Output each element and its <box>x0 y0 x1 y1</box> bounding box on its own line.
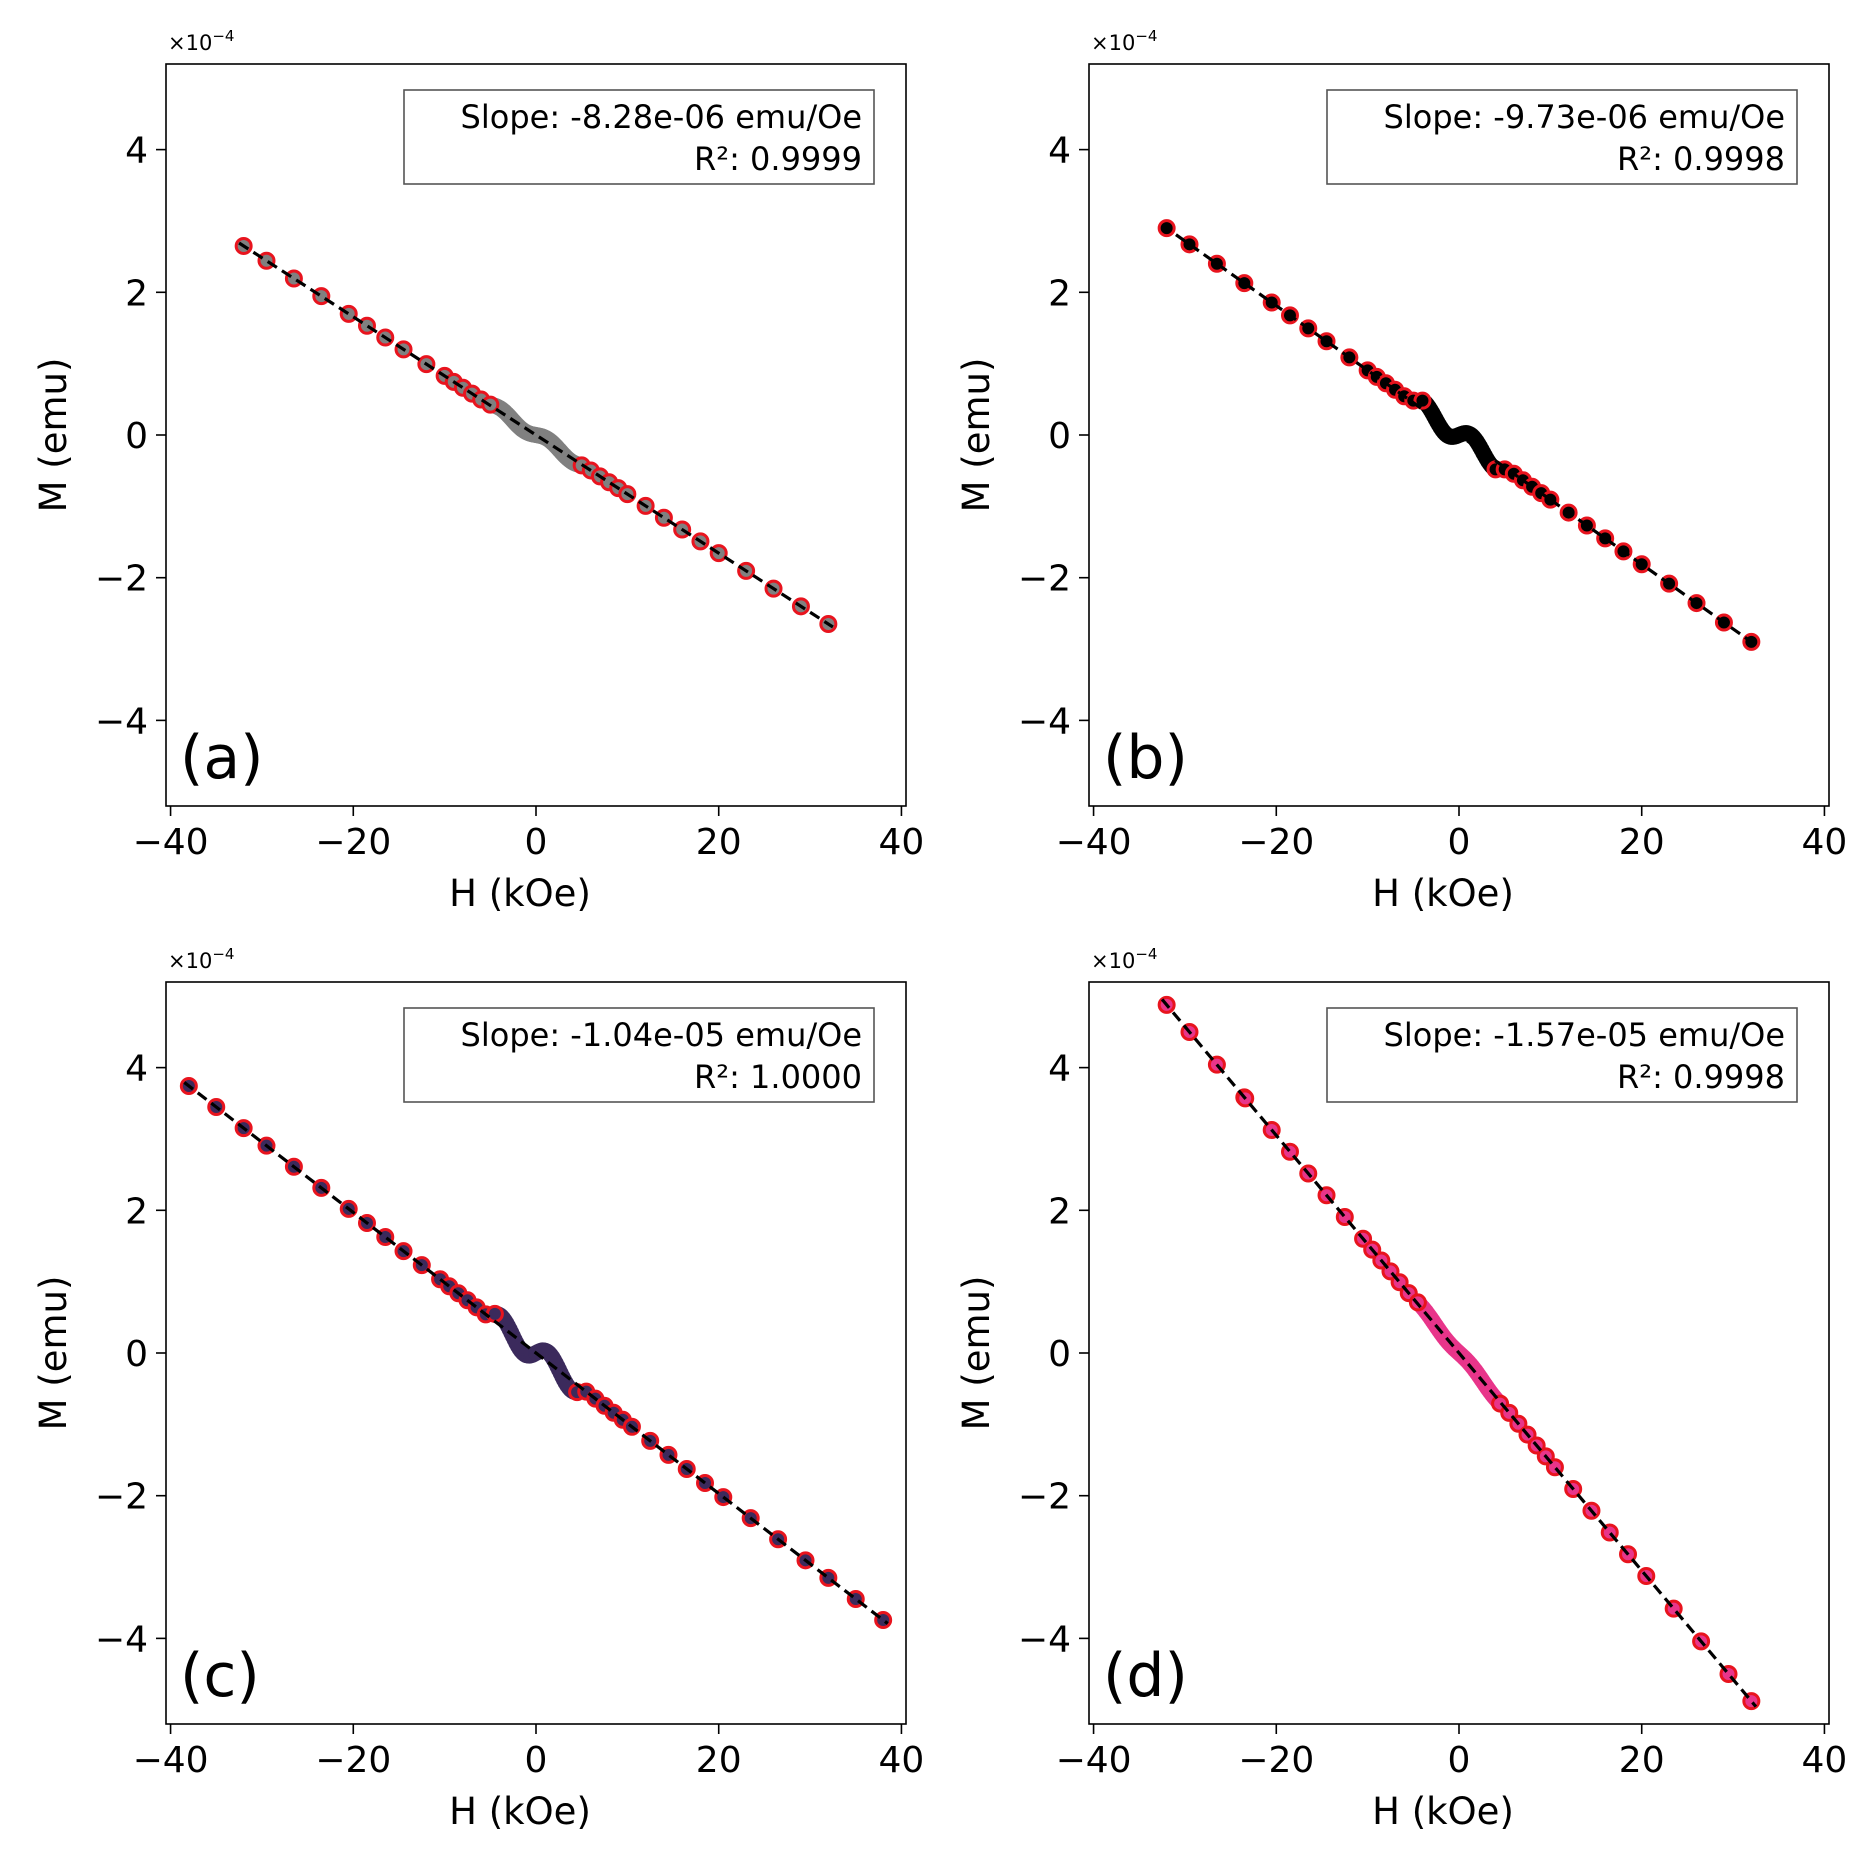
y-tick-label: −4 <box>95 701 148 742</box>
data-point-fit <box>485 1304 504 1323</box>
y-tick-label: 4 <box>1048 131 1071 172</box>
plot-area <box>1157 995 1761 1711</box>
x-tick-label: 40 <box>879 1740 925 1781</box>
x-tick-label: 40 <box>879 822 925 863</box>
y-tick-label: 2 <box>125 273 148 314</box>
x-axis-label: H (kOe) <box>449 1790 591 1833</box>
x-tick-label: −20 <box>315 1740 391 1781</box>
x-tick-label: −40 <box>1056 822 1132 863</box>
x-tick-label: −40 <box>1056 1740 1132 1781</box>
y-offset-text: ×10−4 <box>168 27 234 55</box>
slope-text: Slope: -1.04e-05 emu/Oe <box>461 1016 862 1054</box>
x-tick-label: 20 <box>1619 822 1665 863</box>
y-tick-label: −2 <box>1018 559 1071 600</box>
y-tick-label: −4 <box>1018 701 1071 742</box>
y-axis-label: M (emu) <box>955 358 998 513</box>
y-tick-label: −2 <box>1018 1477 1071 1518</box>
r2-text: R²: 0.9999 <box>694 140 862 178</box>
y-offset-text: ×10−4 <box>1091 945 1157 973</box>
x-tick-label: 0 <box>525 822 548 863</box>
plot-area <box>1157 219 1761 651</box>
y-tick-label: 2 <box>125 1191 148 1232</box>
x-tick-label: −40 <box>133 1740 209 1781</box>
x-tick-label: 20 <box>1619 1740 1665 1781</box>
r2-text: R²: 1.0000 <box>694 1058 862 1096</box>
x-tick-label: 0 <box>525 1740 548 1781</box>
fit-line <box>1161 223 1757 647</box>
x-tick-label: −20 <box>1238 1740 1314 1781</box>
panel-label: (b) <box>1103 723 1188 793</box>
y-tick-label: 0 <box>125 416 148 457</box>
x-tick-label: −20 <box>1238 822 1314 863</box>
y-tick-label: −2 <box>95 559 148 600</box>
y-tick-label: 0 <box>125 1334 148 1375</box>
x-tick-label: 0 <box>1448 822 1471 863</box>
y-tick-label: −4 <box>1018 1619 1071 1660</box>
r2-text: R²: 0.9998 <box>1617 140 1785 178</box>
y-tick-label: 2 <box>1048 273 1071 314</box>
x-tick-label: 40 <box>1802 822 1848 863</box>
y-offset-text: ×10−4 <box>1091 27 1157 55</box>
y-axis-label: M (emu) <box>955 1276 998 1431</box>
fit-annotation-box <box>403 89 875 185</box>
fit-line <box>183 1081 889 1625</box>
y-axis-label: M (emu) <box>32 1276 75 1431</box>
slope-text: Slope: -9.73e-06 emu/Oe <box>1384 98 1785 136</box>
r2-text: R²: 0.9998 <box>1617 1058 1785 1096</box>
x-tick-label: 40 <box>1802 1740 1848 1781</box>
fit-annotation-box <box>1326 89 1798 185</box>
fit-line <box>1160 998 1758 1708</box>
y-tick-label: −2 <box>95 1477 148 1518</box>
panel-label: (a) <box>180 723 264 793</box>
y-tick-label: 2 <box>1048 1191 1071 1232</box>
y-tick-label: 0 <box>1048 1334 1071 1375</box>
y-tick-label: −4 <box>95 1619 148 1660</box>
y-tick-label: 4 <box>125 131 148 172</box>
y-tick-label: 4 <box>1048 1049 1071 1090</box>
x-tick-label: −40 <box>133 822 209 863</box>
fit-annotation-box <box>403 1007 875 1103</box>
plot-area <box>234 236 838 634</box>
panel-label: (c) <box>180 1641 260 1711</box>
y-axis-label: M (emu) <box>32 358 75 513</box>
panel-label: (d) <box>1103 1641 1188 1711</box>
fit-annotation-box <box>1326 1007 1798 1103</box>
slope-text: Slope: -1.57e-05 emu/Oe <box>1384 1016 1785 1054</box>
y-tick-label: 0 <box>1048 416 1071 457</box>
y-offset-text: ×10−4 <box>168 945 234 973</box>
x-tick-label: 20 <box>696 1740 742 1781</box>
x-tick-label: 20 <box>696 822 742 863</box>
x-axis-label: H (kOe) <box>1372 872 1514 915</box>
x-tick-label: 0 <box>1448 1740 1471 1781</box>
slope-text: Slope: -8.28e-06 emu/Oe <box>461 98 862 136</box>
data-point-fit <box>1413 391 1432 410</box>
plot-area <box>179 1076 893 1630</box>
x-tick-label: −20 <box>315 822 391 863</box>
x-axis-label: H (kOe) <box>1372 1790 1514 1833</box>
y-tick-label: 4 <box>125 1049 148 1090</box>
x-axis-label: H (kOe) <box>449 872 591 915</box>
